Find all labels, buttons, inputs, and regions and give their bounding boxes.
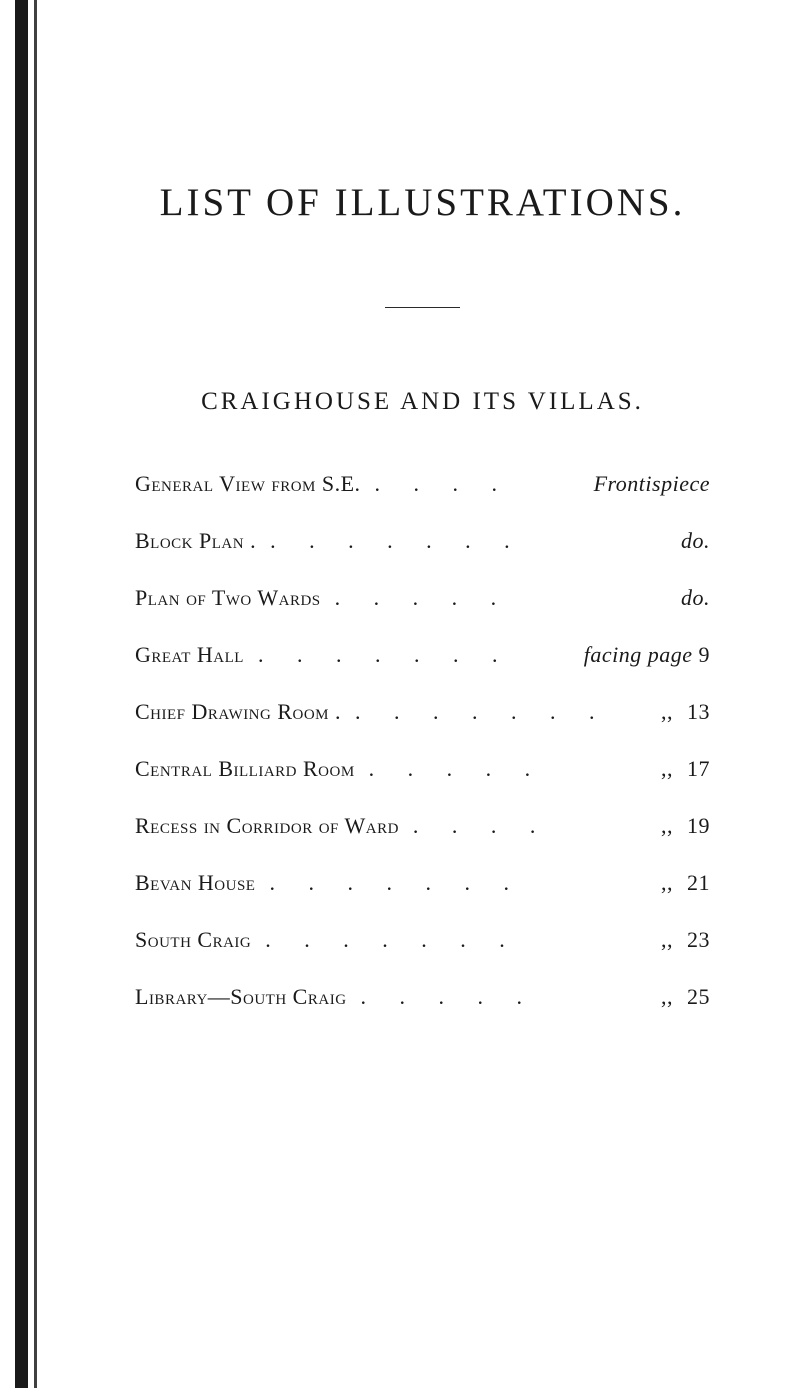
dot-leader: . . . . . [355, 756, 653, 782]
toc-page: Frontispiece [594, 471, 710, 497]
dot-leader: . . . . . [321, 585, 670, 611]
toc-label: South Craig [135, 927, 251, 953]
toc-row: Great Hall . . . . . . . facing page 9 [135, 642, 710, 668]
toc-label: Library—South Craig [135, 984, 347, 1010]
toc-label: Block Plan . [135, 528, 256, 554]
dot-leader: . . . . . . . [255, 870, 653, 896]
ditto-mark: ,, [653, 927, 681, 953]
dot-leader: . . . . . . . [341, 699, 653, 725]
dot-leader: . . . . [399, 813, 653, 839]
ditto-mark: ,, [653, 870, 681, 896]
page-number: 17 [687, 756, 710, 781]
toc-row: Library—South Craig . . . . . ,, 25 [135, 984, 710, 1010]
page-number: 9 [699, 642, 711, 667]
ditto-mark: ,, [653, 813, 681, 839]
toc-page: ,, 23 [653, 927, 710, 953]
toc-label: Plan of Two Wards [135, 585, 321, 611]
page-number: 21 [687, 870, 710, 895]
toc-row: Chief Drawing Room . . . . . . . . ,, 13 [135, 699, 710, 725]
toc-label: Recess in Corridor of Ward [135, 813, 399, 839]
ditto-mark: ,, [653, 984, 681, 1010]
toc-row: South Craig . . . . . . . ,, 23 [135, 927, 710, 953]
toc-label: Central Billiard Room [135, 756, 355, 782]
ditto-mark: ,, [653, 756, 681, 782]
section-subtitle: CRAIGHOUSE AND ITS VILLAS. [135, 388, 710, 416]
toc-page: do. [670, 528, 710, 554]
title-rule [385, 307, 460, 308]
page-number: 23 [687, 927, 710, 952]
toc-page: facing page 9 [584, 642, 710, 668]
toc-page: ,, 17 [653, 756, 710, 782]
toc-page: ,, 25 [653, 984, 710, 1010]
toc-row: Recess in Corridor of Ward . . . . ,, 19 [135, 813, 710, 839]
page-number: 19 [687, 813, 710, 838]
toc-row: Block Plan . . . . . . . . do. [135, 528, 710, 554]
dot-leader: . . . . . . . [244, 642, 584, 668]
toc-page: do. [670, 585, 710, 611]
dot-leader: . . . . [361, 471, 594, 497]
page-binding-edge [0, 0, 42, 1388]
toc-row: Central Billiard Room . . . . . ,, 17 [135, 756, 710, 782]
toc-page: ,, 19 [653, 813, 710, 839]
facing-prefix: facing page [584, 642, 693, 667]
toc-label: Great Hall [135, 642, 244, 668]
toc-label: General View from S.E. [135, 471, 361, 497]
ditto-mark: ,, [653, 699, 681, 725]
toc-row: General View from S.E. . . . . Frontispi… [135, 471, 710, 497]
toc-label: Bevan House [135, 870, 255, 896]
toc-page: ,, 21 [653, 870, 710, 896]
toc-label: Chief Drawing Room . [135, 699, 341, 725]
dot-leader: . . . . . . . [256, 528, 670, 554]
page-number: 13 [687, 699, 710, 724]
title-rule-wrap [135, 295, 710, 313]
dot-leader: . . . . . [347, 984, 653, 1010]
toc-list: General View from S.E. . . . . Frontispi… [135, 471, 710, 1010]
page-number: 25 [687, 984, 710, 1009]
dot-leader: . . . . . . . [251, 927, 653, 953]
page-title: LIST OF ILLUSTRATIONS. [135, 180, 710, 225]
toc-page: ,, 13 [653, 699, 710, 725]
toc-row: Plan of Two Wards . . . . . do. [135, 585, 710, 611]
toc-row: Bevan House . . . . . . . ,, 21 [135, 870, 710, 896]
